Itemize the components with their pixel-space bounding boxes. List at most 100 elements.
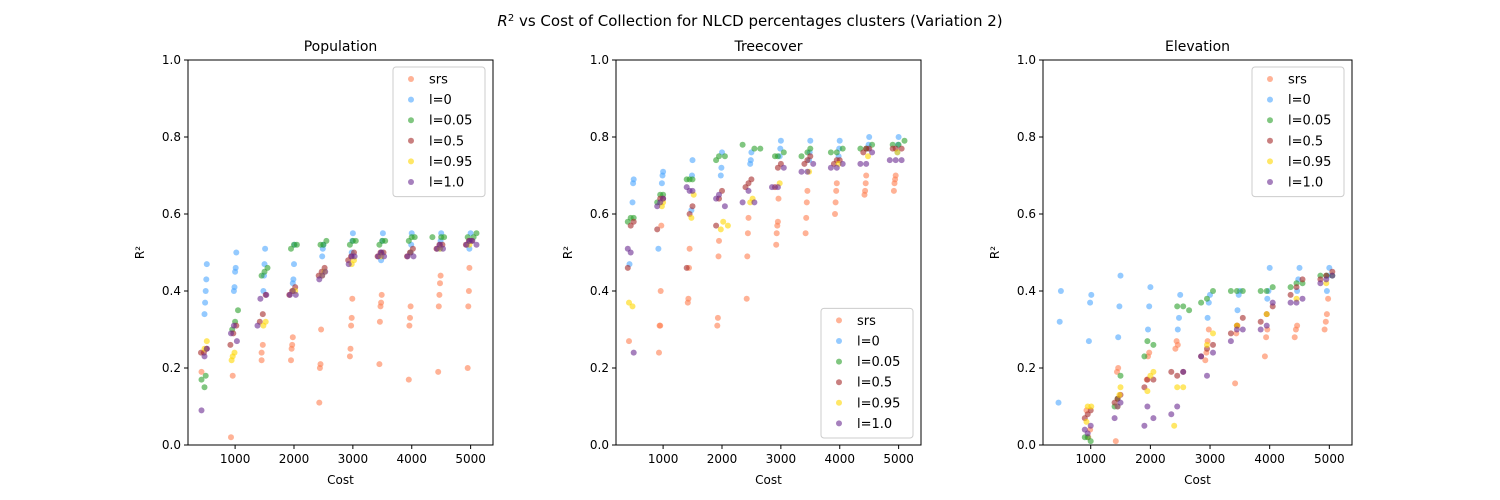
data-point: [685, 295, 692, 302]
data-point: [407, 314, 413, 321]
y-tick-label: 0.4: [590, 284, 609, 298]
data-point: [804, 168, 811, 175]
data-point: [1210, 341, 1216, 348]
data-point: [890, 187, 897, 194]
y-axis-label: R²: [988, 246, 1002, 259]
y-tick-label: 0.6: [1017, 207, 1036, 221]
data-point: [863, 160, 870, 167]
data-point: [1204, 372, 1210, 379]
legend-box: [1251, 66, 1345, 198]
data-point: [1174, 372, 1181, 379]
data-point: [1239, 314, 1246, 321]
data-point: [473, 230, 480, 237]
data-point: [839, 145, 846, 152]
data-point: [624, 264, 631, 271]
data-point: [257, 295, 264, 302]
data-point: [724, 222, 731, 229]
data-point: [1117, 372, 1124, 379]
data-point: [440, 245, 446, 252]
data-point: [1112, 438, 1119, 445]
data-point: [713, 222, 720, 229]
data-point: [202, 299, 209, 306]
data-point: [807, 137, 814, 144]
x-tick-label: 3000: [1195, 452, 1226, 466]
data-point: [798, 168, 805, 175]
data-point: [807, 145, 814, 152]
panel-population: Population 1000 2000 3000 4000 5000 0.0 0.2 0.4 0…: [133, 39, 494, 487]
x-tick-label: 3000: [338, 452, 369, 466]
legend-label: l=1.0: [1288, 176, 1323, 191]
panel-treecover: Treecover 1000 2000 3000 4000 5000 0.0 0.2 0.4 0.…: [561, 39, 922, 487]
data-point: [866, 134, 873, 140]
data-point: [743, 295, 750, 302]
data-point: [827, 164, 834, 171]
data-point: [1141, 353, 1148, 360]
data-point: [807, 153, 814, 160]
data-point: [777, 137, 784, 144]
data-point: [773, 241, 780, 248]
data-point: [1088, 403, 1095, 410]
y-tick-label: 0.8: [590, 130, 609, 144]
figure-title: R2 vs Cost of Collection for NLCD percen…: [497, 12, 1002, 30]
x-tick-label: 5000: [455, 452, 486, 466]
legend-label: srs: [857, 314, 876, 329]
data-point: [715, 253, 722, 260]
data-point: [1150, 341, 1157, 348]
data-point: [714, 322, 721, 329]
data-point: [689, 176, 696, 183]
legend: srs l=0 l=0.05 l=0.5 l=0.95 l=1.0: [392, 66, 486, 198]
y-axis-label: R²: [133, 246, 147, 259]
data-point: [232, 264, 239, 271]
data-point: [1257, 326, 1264, 333]
data-point: [630, 218, 637, 225]
data-point: [378, 299, 385, 306]
data-point: [629, 303, 636, 310]
scatter-points: [624, 134, 908, 356]
data-point: [235, 307, 241, 314]
data-point: [1293, 284, 1300, 291]
data-point: [862, 187, 869, 194]
data-point: [660, 195, 667, 202]
data-point: [1150, 368, 1157, 375]
figure-title-sup: 2: [508, 13, 514, 24]
legend-marker: [1267, 117, 1273, 124]
data-point: [717, 172, 724, 179]
data-point: [1233, 288, 1240, 294]
data-point: [198, 376, 205, 383]
legend-label: l=1.0: [857, 417, 892, 432]
data-point: [773, 230, 780, 237]
data-point: [833, 164, 840, 171]
data-point: [1117, 272, 1124, 279]
series-srs: [626, 172, 899, 356]
y-tick-label: 0.0: [590, 438, 609, 452]
legend-marker: [1267, 76, 1273, 82]
data-point: [1210, 330, 1216, 337]
data-point: [655, 245, 662, 252]
data-point: [630, 349, 637, 356]
data-point: [720, 218, 727, 225]
data-point: [1144, 338, 1151, 345]
data-point: [203, 276, 210, 283]
data-point: [435, 368, 442, 375]
data-point: [201, 353, 208, 360]
data-point: [657, 288, 664, 294]
data-point: [229, 372, 236, 379]
x-tick-label: 1000: [1075, 452, 1106, 466]
data-point: [1180, 368, 1187, 375]
data-point: [1287, 291, 1294, 298]
data-point: [716, 191, 722, 198]
scatter-points: [1055, 264, 1336, 445]
data-point: [1115, 334, 1122, 341]
data-point: [381, 253, 388, 260]
data-point: [316, 399, 323, 406]
x-tick-label: 3000: [766, 452, 797, 466]
data-point: [1257, 318, 1264, 325]
data-point: [869, 149, 876, 156]
data-point: [774, 153, 781, 160]
data-point: [721, 153, 728, 160]
data-point: [259, 341, 266, 348]
data-point: [318, 326, 325, 333]
panel-title: Treecover: [733, 39, 802, 55]
data-point: [466, 264, 473, 271]
